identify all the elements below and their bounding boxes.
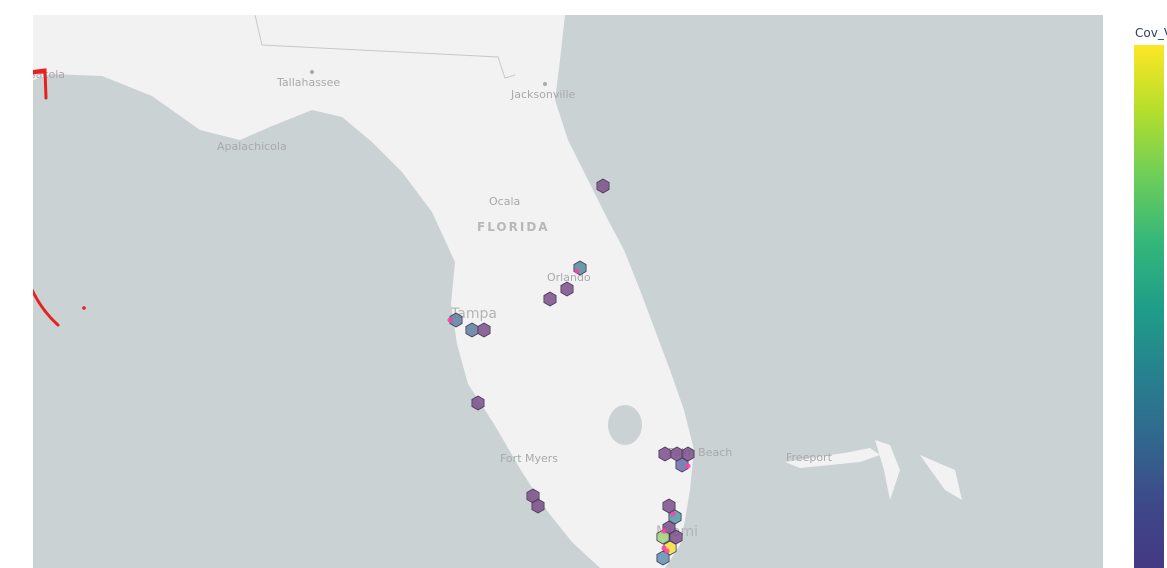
data-point[interactable] bbox=[447, 317, 453, 323]
map[interactable]: Tallahassee Jacksonville Apalachicola Pe… bbox=[33, 15, 1103, 568]
hexbin[interactable] bbox=[465, 322, 479, 338]
hexbin[interactable] bbox=[596, 178, 610, 194]
hexbin[interactable] bbox=[658, 446, 672, 462]
lake-okeechobee bbox=[608, 405, 642, 445]
label-fort-myers: Fort Myers bbox=[500, 452, 558, 465]
hexbin[interactable] bbox=[471, 395, 485, 411]
map-canvas[interactable]: Tallahassee Jacksonville Apalachicola Pe… bbox=[33, 15, 1103, 568]
label-freeport: Freeport bbox=[786, 451, 833, 464]
annotation-dot bbox=[82, 306, 86, 310]
city-dot bbox=[543, 82, 547, 86]
florida-land bbox=[33, 15, 694, 568]
hexbin[interactable] bbox=[543, 291, 557, 307]
data-point[interactable] bbox=[685, 463, 691, 469]
bahamas bbox=[785, 440, 962, 500]
hexbin[interactable] bbox=[560, 281, 574, 297]
hexbin[interactable] bbox=[656, 529, 670, 545]
hexbin[interactable] bbox=[449, 312, 463, 328]
data-point[interactable] bbox=[670, 511, 676, 517]
colorbar bbox=[1134, 45, 1164, 568]
label-ocala: Ocala bbox=[489, 195, 520, 208]
data-point[interactable] bbox=[574, 268, 580, 274]
annotation-arrow bbox=[33, 68, 60, 327]
hexbin[interactable] bbox=[675, 457, 689, 473]
hexbin[interactable] bbox=[656, 550, 670, 566]
state-border bbox=[254, 15, 516, 79]
label-apalachicola: Apalachicola bbox=[217, 140, 287, 153]
colorbar-title: Cov_V bbox=[1135, 26, 1167, 40]
hexbin[interactable] bbox=[477, 322, 491, 338]
city-dot bbox=[310, 70, 314, 74]
label-florida: FLORIDA bbox=[477, 220, 550, 234]
label-tallahassee: Tallahassee bbox=[276, 76, 340, 89]
label-jacksonville: Jacksonville bbox=[510, 88, 576, 101]
hexbin[interactable] bbox=[531, 498, 545, 514]
data-point[interactable] bbox=[661, 528, 667, 534]
data-point[interactable] bbox=[664, 548, 670, 554]
